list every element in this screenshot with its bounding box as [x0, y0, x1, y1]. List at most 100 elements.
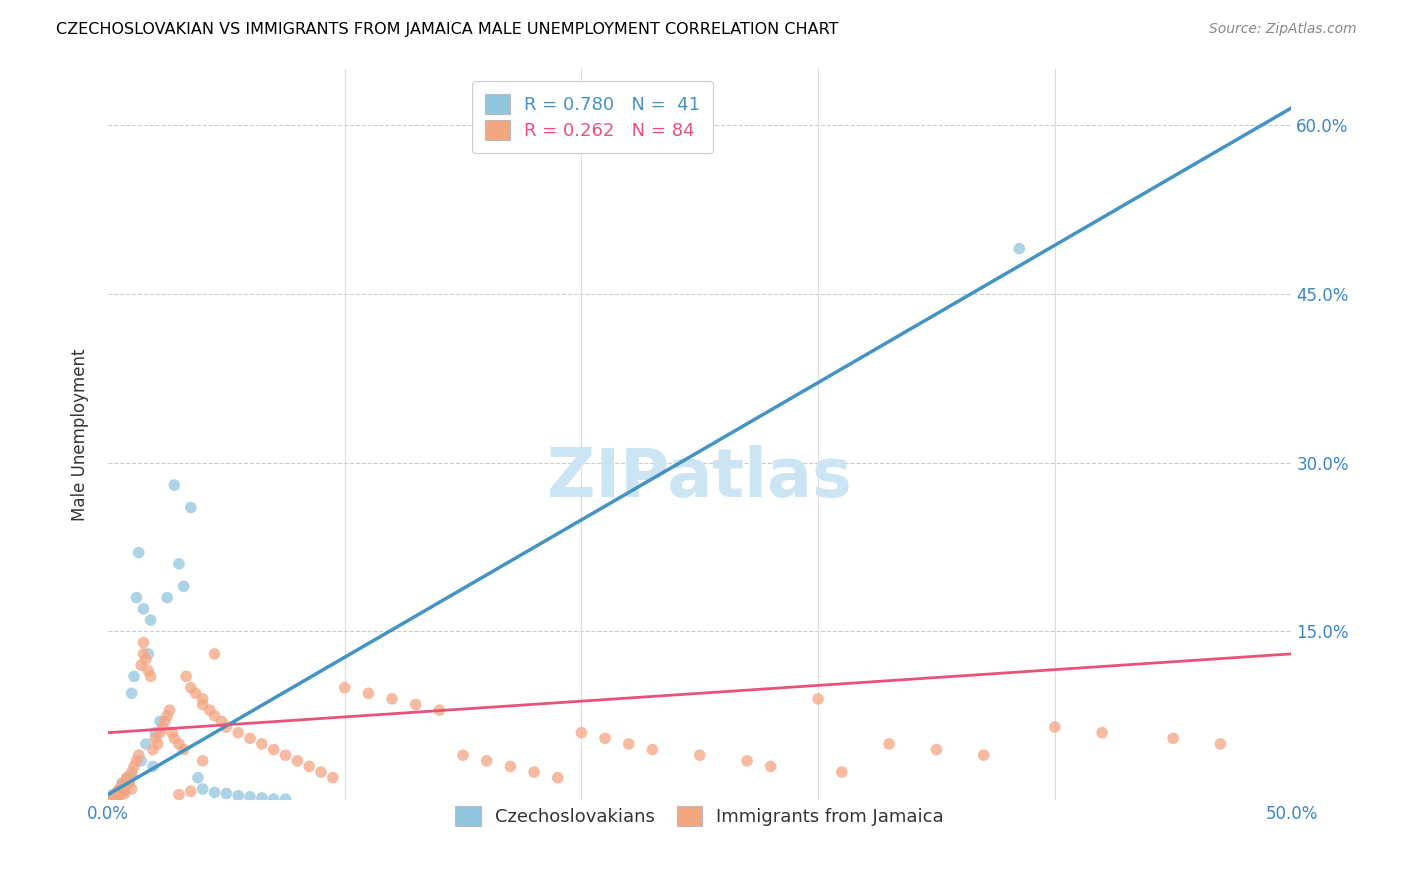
Point — [1161, 731, 1184, 746]
Point — [163, 478, 186, 492]
Point — [807, 692, 830, 706]
Point — [107, 788, 129, 802]
Point — [111, 776, 134, 790]
Point — [136, 664, 159, 678]
Point — [1209, 737, 1232, 751]
Point — [226, 789, 249, 803]
Point — [111, 776, 134, 790]
Point — [1008, 242, 1031, 256]
Point — [357, 686, 380, 700]
Point — [191, 698, 214, 712]
Point — [125, 754, 148, 768]
Point — [142, 759, 165, 773]
Point — [101, 788, 124, 802]
Point — [115, 771, 138, 785]
Point — [641, 742, 664, 756]
Point — [139, 613, 162, 627]
Point — [128, 545, 150, 559]
Point — [204, 647, 226, 661]
Point — [108, 781, 131, 796]
Point — [215, 720, 238, 734]
Point — [173, 579, 195, 593]
Point — [239, 789, 262, 804]
Point — [174, 669, 197, 683]
Point — [108, 781, 131, 796]
Point — [167, 788, 190, 802]
Point — [309, 765, 332, 780]
Point — [159, 703, 181, 717]
Point — [333, 681, 356, 695]
Point — [250, 791, 273, 805]
Point — [153, 714, 176, 729]
Point — [187, 771, 209, 785]
Point — [152, 720, 174, 734]
Point — [107, 785, 129, 799]
Point — [759, 759, 782, 773]
Point — [101, 789, 124, 803]
Point — [226, 725, 249, 739]
Point — [381, 692, 404, 706]
Point — [263, 792, 285, 806]
Point — [132, 635, 155, 649]
Point — [132, 602, 155, 616]
Point — [263, 742, 285, 756]
Point — [250, 737, 273, 751]
Point — [135, 652, 157, 666]
Point — [146, 737, 169, 751]
Point — [143, 731, 166, 746]
Point — [114, 780, 136, 794]
Point — [149, 714, 172, 729]
Point — [121, 768, 143, 782]
Point — [925, 742, 948, 756]
Point — [136, 647, 159, 661]
Point — [215, 787, 238, 801]
Point — [128, 748, 150, 763]
Point — [135, 737, 157, 751]
Point — [111, 785, 134, 799]
Point — [107, 789, 129, 804]
Point — [114, 780, 136, 794]
Point — [274, 748, 297, 763]
Point — [475, 754, 498, 768]
Point — [593, 731, 616, 746]
Point — [617, 737, 640, 751]
Point — [198, 703, 221, 717]
Point — [111, 784, 134, 798]
Point — [115, 772, 138, 787]
Point — [118, 775, 141, 789]
Point — [121, 781, 143, 796]
Point — [132, 647, 155, 661]
Point — [451, 748, 474, 763]
Point — [108, 789, 131, 803]
Point — [547, 771, 569, 785]
Point — [191, 692, 214, 706]
Point — [204, 708, 226, 723]
Point — [118, 775, 141, 789]
Point — [427, 703, 450, 717]
Point — [274, 792, 297, 806]
Point — [204, 785, 226, 799]
Point — [156, 708, 179, 723]
Point — [125, 591, 148, 605]
Point — [405, 698, 427, 712]
Point — [191, 781, 214, 796]
Point — [285, 754, 308, 768]
Text: Source: ZipAtlas.com: Source: ZipAtlas.com — [1209, 22, 1357, 37]
Point — [114, 787, 136, 801]
Y-axis label: Male Unemployment: Male Unemployment — [72, 348, 89, 521]
Point — [129, 754, 152, 768]
Point — [184, 686, 207, 700]
Point — [298, 759, 321, 773]
Point — [122, 669, 145, 683]
Point — [167, 737, 190, 751]
Point — [322, 771, 344, 785]
Text: CZECHOSLOVAKIAN VS IMMIGRANTS FROM JAMAICA MALE UNEMPLOYMENT CORRELATION CHART: CZECHOSLOVAKIAN VS IMMIGRANTS FROM JAMAI… — [56, 22, 839, 37]
Point — [180, 500, 202, 515]
Point — [831, 765, 853, 780]
Point — [129, 658, 152, 673]
Point — [114, 784, 136, 798]
Point — [173, 742, 195, 756]
Point — [191, 754, 214, 768]
Point — [523, 765, 546, 780]
Point — [142, 742, 165, 756]
